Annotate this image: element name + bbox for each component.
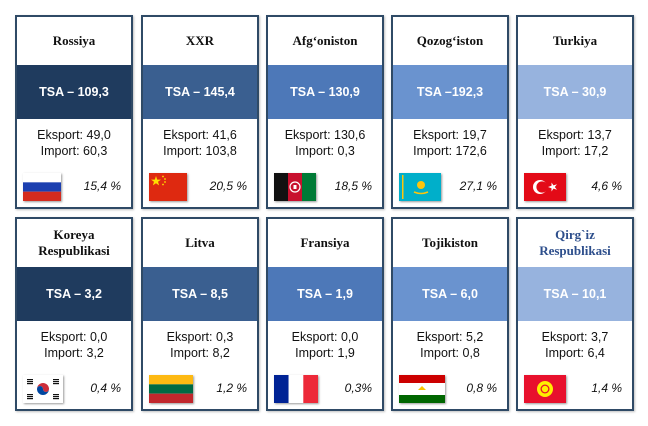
tsa-value: TSA – 3,2 xyxy=(17,267,131,321)
trade-stats: Eksport: 13,7 Import: 17,2 xyxy=(518,127,632,159)
turkey-flag-icon xyxy=(524,173,566,201)
country-card-afgoniston: Afg‘oniston TSA – 130,9 Eksport: 130,6 I… xyxy=(266,15,384,209)
trade-stats: Eksport: 5,2 Import: 0,8 xyxy=(393,329,507,361)
country-name: Litva xyxy=(185,235,215,250)
tsa-value: TSA – 8,5 xyxy=(143,267,257,321)
export-value: Eksport: 41,6 xyxy=(163,128,237,142)
export-value: Eksport: 0,0 xyxy=(291,330,359,344)
country-name: Qozog‘iston xyxy=(416,33,484,48)
tsa-value: TSA – 109,3 xyxy=(17,65,131,119)
export-value: Eksport: 130,6 xyxy=(284,128,366,142)
country-name: Koreya Respublikasi xyxy=(38,227,110,258)
import-value: Import: 0,3 xyxy=(295,144,355,158)
tsa-value: TSA – 6,0 xyxy=(393,267,507,321)
trade-stats: Eksport: 3,7 Import: 6,4 xyxy=(518,329,632,361)
country-card-fransiya: Fransiya TSA – 1,9 Eksport: 0,0 Import: … xyxy=(266,217,384,411)
country-name: Tojikiston xyxy=(422,235,478,250)
china-flag-icon xyxy=(149,173,187,201)
import-value: Import: 0,8 xyxy=(420,346,480,360)
share-percent: 1,4 % xyxy=(591,381,622,395)
import-value: Import: 17,2 xyxy=(541,144,609,158)
country-name: Qirg`iz Respublikasi xyxy=(539,227,611,258)
share-percent: 0,8 % xyxy=(466,381,497,395)
russia-flag-icon xyxy=(23,173,61,201)
tsa-value: TSA – 1,9 xyxy=(268,267,382,321)
trade-stats: Eksport: 19,7 Import: 172,6 xyxy=(393,127,507,159)
tsa-value: TSA – 30,9 xyxy=(518,65,632,119)
country-card-litva: Litva TSA – 8,5 Eksport: 0,3 Import: 8,2… xyxy=(141,217,259,411)
import-value: Import: 6,4 xyxy=(545,346,605,360)
trade-stats: Eksport: 0,0 Import: 1,9 xyxy=(268,329,382,361)
tsa-value: TSA – 130,9 xyxy=(268,65,382,119)
kazakhstan-flag-icon xyxy=(399,173,441,201)
lithuania-flag-icon xyxy=(149,375,193,403)
trade-stats: Eksport: 0,3 Import: 8,2 xyxy=(143,329,257,361)
share-percent: 27,1 % xyxy=(459,179,497,193)
share-percent: 18,5 % xyxy=(334,179,372,193)
import-value: Import: 103,8 xyxy=(163,144,237,158)
trade-stats: Eksport: 0,0 Import: 3,2 xyxy=(17,329,131,361)
share-percent: 0,3% xyxy=(344,381,372,395)
import-value: Import: 1,9 xyxy=(295,346,355,360)
export-value: Eksport: 3,7 xyxy=(541,330,609,344)
share-percent: 4,6 % xyxy=(591,179,622,193)
import-value: Import: 8,2 xyxy=(170,346,230,360)
country-card-koreya: Koreya Respublikasi TSA – 3,2 Eksport: 0… xyxy=(15,217,133,411)
country-card-xxr: XXR TSA – 145,4 Eksport: 41,6 Import: 10… xyxy=(141,15,259,209)
country-name: XXR xyxy=(185,33,215,48)
trade-stats: Eksport: 41,6 Import: 103,8 xyxy=(143,127,257,159)
country-card-turkiya: Turkiya TSA – 30,9 Eksport: 13,7 Import:… xyxy=(516,15,634,209)
country-name: Turkiya xyxy=(552,33,598,48)
france-flag-icon xyxy=(274,375,318,403)
country-card-qozogiston: Qozog‘iston TSA –192,3 Eksport: 19,7 Imp… xyxy=(391,15,509,209)
import-value: Import: 3,2 xyxy=(44,346,104,360)
share-percent: 15,4 % xyxy=(83,179,121,193)
south-korea-flag-icon xyxy=(23,375,63,403)
country-card-rossiya: Rossiya TSA – 109,3 Eksport: 49,0 Import… xyxy=(15,15,133,209)
share-percent: 0,4 % xyxy=(90,381,121,395)
country-name: Rossiya xyxy=(52,33,96,48)
tsa-value: TSA –192,3 xyxy=(393,65,507,119)
trade-stats: Eksport: 49,0 Import: 60,3 xyxy=(17,127,131,159)
export-value: Eksport: 0,0 xyxy=(40,330,108,344)
tsa-value: TSA – 145,4 xyxy=(143,65,257,119)
tsa-value: TSA – 10,1 xyxy=(518,267,632,321)
import-value: Import: 172,6 xyxy=(413,144,487,158)
country-name: Afg‘oniston xyxy=(292,33,358,48)
export-value: Eksport: 13,7 xyxy=(538,128,612,142)
trade-stats: Eksport: 130,6 Import: 0,3 xyxy=(268,127,382,159)
country-card-qirgiz: Qirg`iz Respublikasi TSA – 10,1 Eksport:… xyxy=(516,217,634,411)
kyrgyzstan-flag-icon xyxy=(524,375,566,403)
tajikistan-flag-icon xyxy=(399,375,445,403)
export-value: Eksport: 19,7 xyxy=(413,128,487,142)
export-value: Eksport: 0,3 xyxy=(166,330,234,344)
share-percent: 20,5 % xyxy=(209,179,247,193)
country-name: Fransiya xyxy=(300,235,350,250)
share-percent: 1,2 % xyxy=(216,381,247,395)
export-value: Eksport: 5,2 xyxy=(416,330,484,344)
export-value: Eksport: 49,0 xyxy=(37,128,111,142)
country-card-tojikiston: Tojikiston TSA – 6,0 Eksport: 5,2 Import… xyxy=(391,217,509,411)
afghanistan-flag-icon xyxy=(274,173,316,201)
import-value: Import: 60,3 xyxy=(40,144,108,158)
